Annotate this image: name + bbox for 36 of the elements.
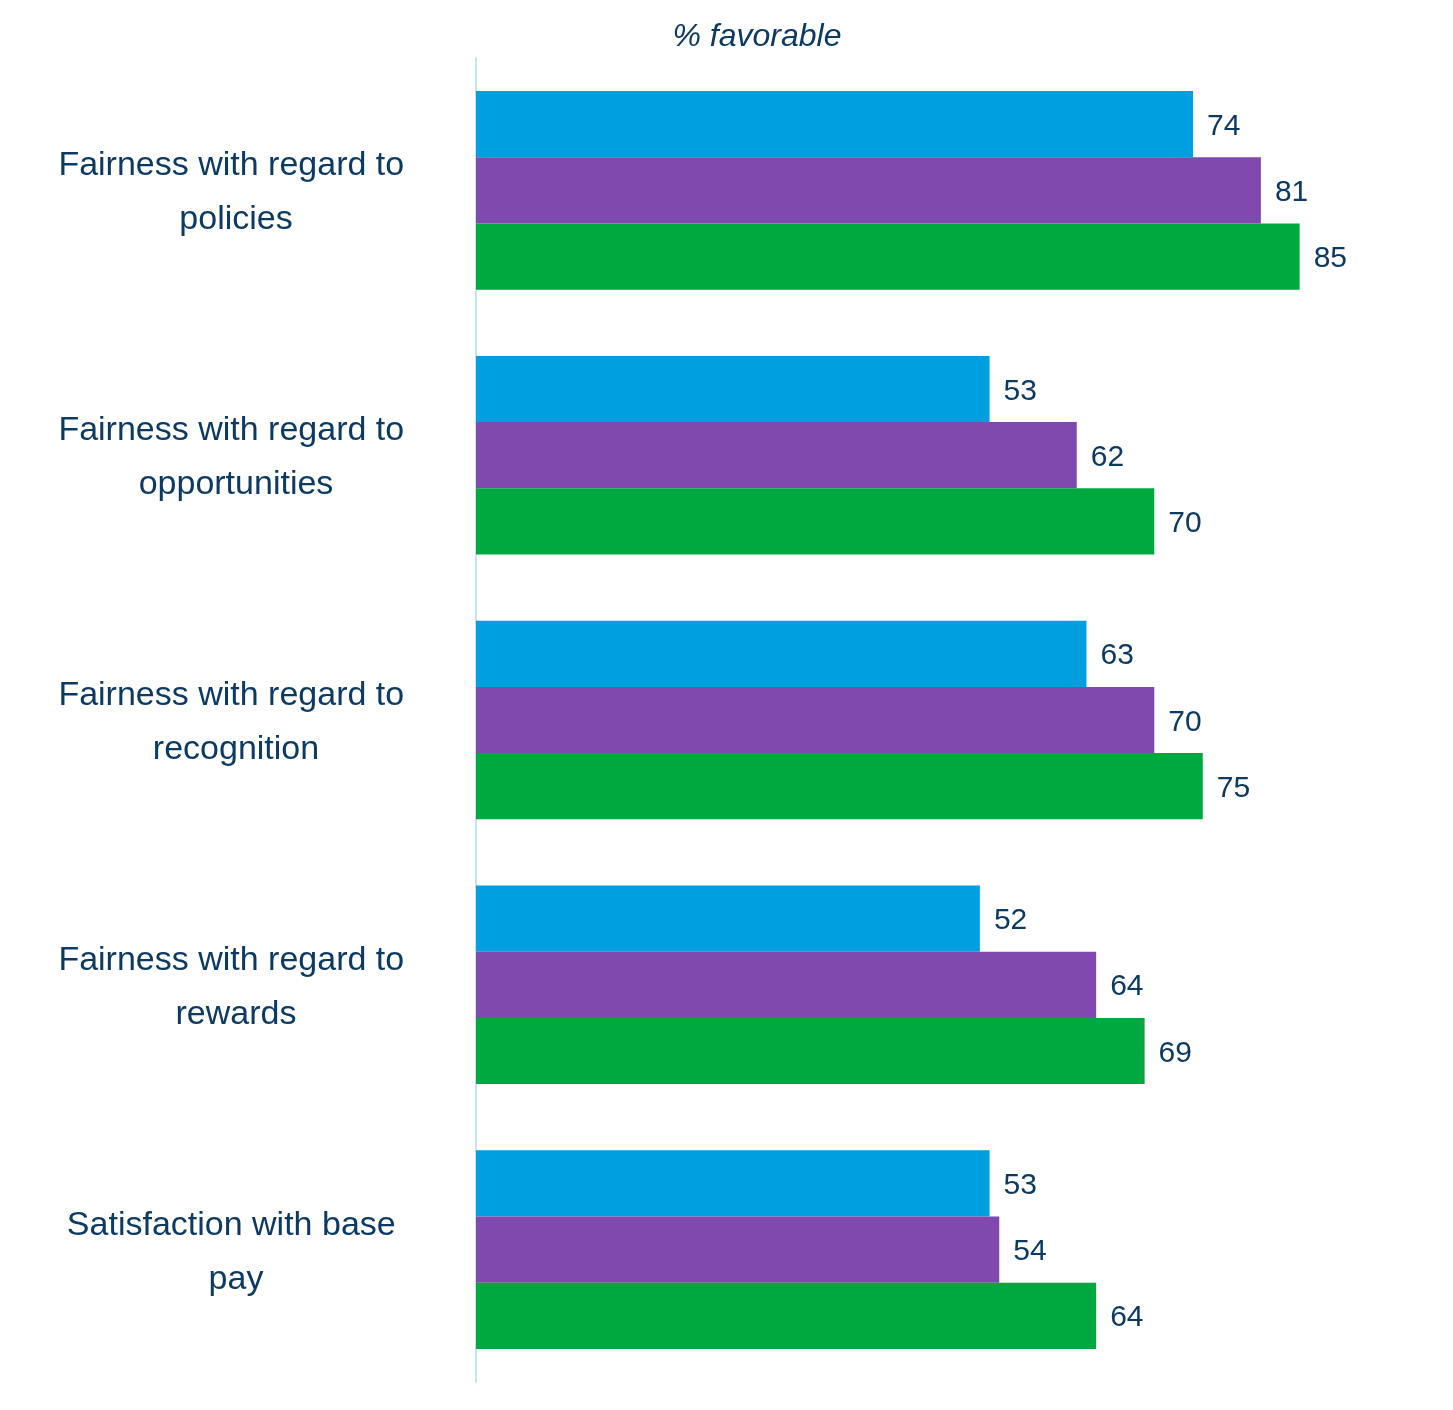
- data-label: 62: [1090, 438, 1125, 472]
- data-label: 64: [1110, 968, 1144, 1002]
- bar: [476, 1017, 1145, 1085]
- y-tick-label: Fairness with regard to policies: [58, 144, 414, 237]
- data-label: 69: [1158, 1034, 1192, 1068]
- data-label: 75: [1216, 769, 1251, 803]
- data-label: 70: [1168, 703, 1202, 737]
- y-tick-label: Fairness with regard to opportunities: [58, 409, 414, 502]
- data-label: 85: [1313, 240, 1348, 274]
- data-label: 70: [1168, 504, 1202, 538]
- bar: [476, 686, 1155, 754]
- data-label: 53: [1003, 372, 1037, 406]
- bar: [476, 885, 980, 952]
- bar: [476, 355, 990, 423]
- bar: [476, 91, 1194, 158]
- bar: [476, 1282, 1097, 1349]
- bar: [476, 1150, 990, 1217]
- bar: [476, 753, 1203, 820]
- bar: [476, 157, 1261, 224]
- bar: [476, 223, 1300, 290]
- data-label: 52: [993, 902, 1028, 936]
- bar: [476, 488, 1155, 555]
- data-label: 53: [1003, 1166, 1037, 1200]
- data-label: 64: [1110, 1299, 1144, 1333]
- data-label: 54: [1013, 1233, 1047, 1267]
- bar: [476, 1216, 1000, 1283]
- bar: [476, 620, 1087, 687]
- data-label: 74: [1207, 107, 1241, 141]
- data-label: 81: [1274, 173, 1309, 207]
- bar: [476, 951, 1097, 1018]
- chart-title: % favorable: [672, 17, 842, 53]
- y-tick-label: Fairness with regard to recognition: [58, 674, 414, 766]
- y-tick-label: Satisfaction with base pay: [66, 1203, 406, 1296]
- y-tick-label: Fairness with regard to rewards: [58, 938, 414, 1031]
- bar: [476, 422, 1077, 489]
- data-label: 63: [1100, 637, 1134, 671]
